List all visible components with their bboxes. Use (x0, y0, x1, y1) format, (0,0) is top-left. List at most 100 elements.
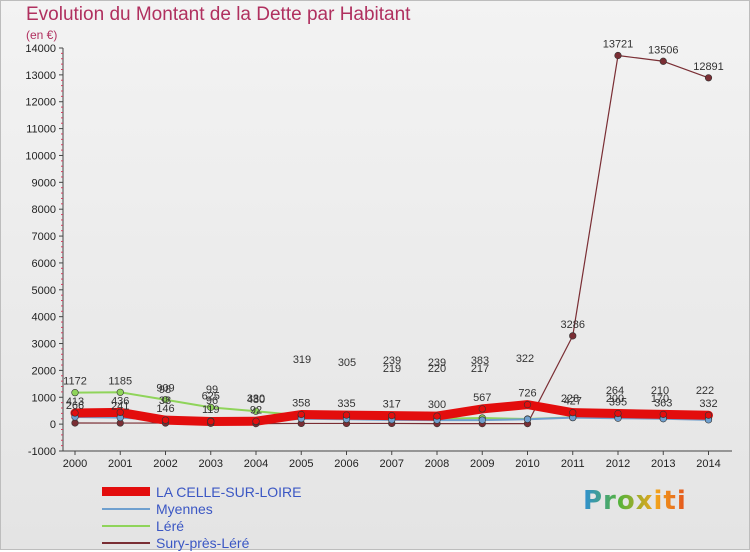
data-point-0-12 (614, 51, 622, 60)
y-tick-label: -1000 (28, 446, 56, 458)
x-tick-label: 2007 (380, 458, 404, 470)
x-tick-label: 2014 (696, 458, 720, 470)
x-tick-label: 2013 (651, 458, 675, 470)
legend-swatch-myennes (102, 508, 150, 510)
data-point-3-12 (614, 409, 622, 418)
data-label-overlap: 98 (159, 384, 171, 396)
y-tick-label: 5000 (32, 285, 56, 297)
data-label: 413 (66, 396, 84, 408)
data-point-0-0 (71, 419, 79, 427)
data-label: 146 (156, 403, 174, 415)
data-label: 625 (202, 390, 220, 402)
data-point-3-8 (433, 412, 441, 420)
data-label: 567 (473, 392, 491, 404)
x-tick-label: 2003 (199, 458, 223, 470)
data-label: 266 (66, 400, 84, 412)
data-label: 3286 (561, 319, 585, 331)
data-label: 363 (654, 397, 672, 409)
data-label-overlap: 217 (471, 363, 489, 375)
data-point-3-1 (116, 408, 124, 417)
data-label: 13506 (648, 44, 679, 56)
legend-swatch-la-celle (102, 487, 150, 496)
y-tick-label: 13000 (25, 70, 56, 82)
data-label: 332 (699, 398, 717, 410)
data-label: 12891 (693, 61, 724, 73)
y-tick-label: 6000 (32, 258, 56, 270)
data-label-overlap: 200 (606, 393, 624, 405)
data-label: 726 (518, 388, 536, 400)
data-label-overlap: 170 (651, 393, 669, 405)
data-label-overlap: 96 (206, 395, 218, 407)
data-label-overlap: 264 (606, 385, 624, 397)
x-tick-label: 2010 (515, 458, 539, 470)
legend-label-myennes: Myennes (156, 501, 213, 517)
chart-title: Evolution du Montant de la Dette par Hab… (26, 4, 411, 25)
data-label: 335 (337, 398, 355, 410)
data-point-3-5 (297, 410, 305, 419)
data-label-overlap: 222 (696, 385, 714, 397)
x-tick-label: 2002 (153, 458, 177, 470)
data-label: 436 (111, 395, 129, 407)
data-point-3-9 (478, 405, 486, 413)
data-point-3-4 (252, 417, 260, 425)
data-point-3-10 (523, 401, 532, 409)
y-tick-label: 0 (50, 419, 56, 431)
data-point-1-1 (116, 388, 124, 396)
legend-label-lere: Léré (156, 518, 185, 534)
data-label-overlap: 383 (471, 355, 489, 367)
data-label-overlap: 220 (428, 363, 446, 375)
data-label-overlap: 322 (516, 353, 534, 365)
y-tick-label: 3000 (32, 339, 56, 351)
data-label: 427 (564, 396, 582, 408)
data-point-3-3 (207, 417, 215, 426)
x-tick-label: 2000 (63, 458, 87, 470)
data-label-overlap: 228 (561, 393, 579, 405)
data-label: 317 (383, 399, 401, 411)
data-point-3-13 (659, 410, 667, 418)
data-point-2-10 (523, 415, 532, 423)
data-point-0-13 (659, 57, 667, 65)
data-label: 119 (202, 404, 220, 416)
data-label-overlap: 219 (383, 363, 401, 375)
x-tick-label: 2001 (108, 458, 132, 470)
x-tick-label: 2012 (606, 458, 630, 470)
data-label-overlap: 99 (206, 384, 218, 396)
data-point-3-7 (388, 412, 396, 420)
x-tick-label: 2009 (470, 458, 494, 470)
data-label-overlap: 330 (247, 393, 265, 405)
data-label: 1185 (108, 375, 132, 387)
y-tick-label: 12000 (25, 97, 56, 109)
data-label: 241 (111, 401, 129, 413)
data-label-overlap: 239 (383, 355, 401, 367)
chart-subtitle: (en €) (26, 28, 58, 42)
data-point-3-14 (704, 411, 713, 419)
data-label-overlap: 319 (293, 354, 311, 366)
data-label: 480 (247, 394, 265, 406)
data-point-3-0 (71, 409, 79, 417)
data-point-3-6 (342, 411, 351, 419)
data-point-1-0 (71, 389, 79, 397)
y-tick-label: 7000 (32, 231, 56, 243)
data-label: 92 (250, 405, 262, 417)
y-tick-label: 9000 (32, 177, 56, 189)
chart-plot: -1000 0 1000 2000 3000 4000 5000 6000 7000 8000 90… (25, 38, 732, 470)
data-point-2-9 (478, 416, 486, 424)
x-tick-label: 2008 (425, 458, 449, 470)
data-point-3-2 (161, 416, 170, 424)
legend-swatch-lere (102, 525, 150, 527)
data-point-1-2 (161, 396, 170, 404)
data-label: 909 (156, 383, 174, 395)
y-tick-label: 11000 (26, 124, 56, 136)
y-tick-label: 2000 (32, 365, 56, 377)
y-tick-label: 10000 (25, 150, 56, 162)
data-label-overlap: 239 (428, 357, 446, 369)
data-point-0-14 (704, 74, 713, 82)
x-tick-label: 2011 (561, 458, 585, 470)
y-tick-label: 14000 (25, 43, 56, 55)
data-label: 300 (428, 399, 446, 411)
x-tick-label: 2004 (244, 458, 268, 470)
proxiti-logo: Proxiti (583, 486, 687, 516)
data-label: 13721 (603, 38, 634, 50)
data-point-0-11 (569, 332, 577, 340)
